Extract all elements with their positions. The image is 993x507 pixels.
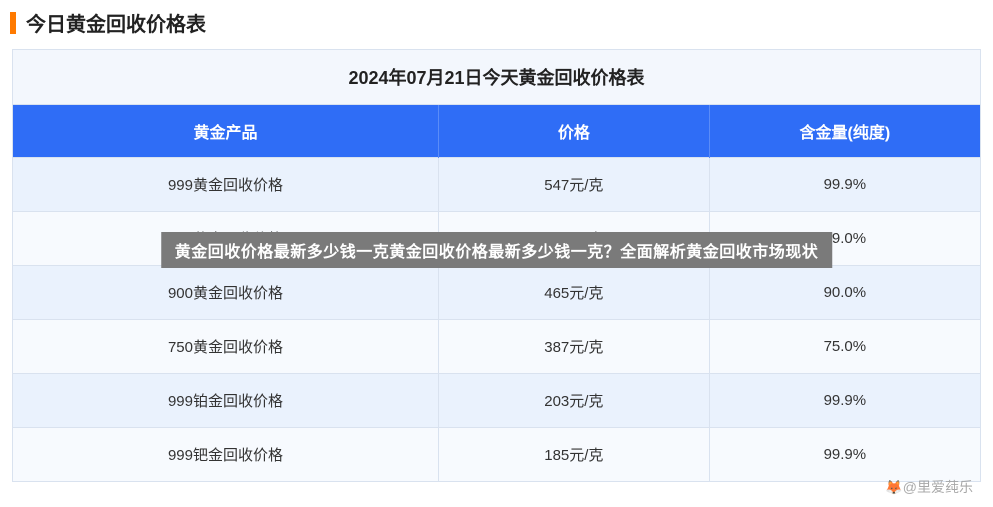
watermark: 🦊@里爱莼乐: [885, 477, 973, 497]
cell-price: 465元/克: [438, 266, 709, 320]
cell-product: 999黄金回收价格: [13, 158, 438, 212]
cell-purity: 90.0%: [709, 266, 980, 320]
cell-purity: 99.9%: [709, 428, 980, 482]
table-row: 999铂金回收价格 203元/克 99.9%: [13, 374, 980, 428]
cell-product: 999铂金回收价格: [13, 374, 438, 428]
cell-purity: 99.9%: [709, 374, 980, 428]
col-header-purity: 含金量(纯度): [709, 105, 980, 158]
price-table: 黄金产品 价格 含金量(纯度) 999黄金回收价格 547元/克 99.9% 9…: [13, 105, 980, 481]
col-header-product: 黄金产品: [13, 105, 438, 158]
page-header: 今日黄金回收价格表: [0, 0, 993, 49]
cell-price: 387元/克: [438, 320, 709, 374]
overlay-banner: 黄金回收价格最新多少钱一克黄金回收价格最新多少钱一克？全面解析黄金回收市场现状: [161, 232, 833, 268]
table-row: 999钯金回收价格 185元/克 99.9%: [13, 428, 980, 482]
accent-bar: [10, 12, 16, 34]
table-body: 999黄金回收价格 547元/克 99.9% 990黄金回收价格 541元/克 …: [13, 158, 980, 482]
cell-price: 203元/克: [438, 374, 709, 428]
table-row: 750黄金回收价格 387元/克 75.0%: [13, 320, 980, 374]
table-caption: 2024年07月21日今天黄金回收价格表: [13, 50, 980, 105]
cell-purity: 99.9%: [709, 158, 980, 212]
page-title: 今日黄金回收价格表: [26, 8, 206, 37]
table-row: 900黄金回收价格 465元/克 90.0%: [13, 266, 980, 320]
col-header-price: 价格: [438, 105, 709, 158]
cell-price: 185元/克: [438, 428, 709, 482]
table-row: 999黄金回收价格 547元/克 99.9%: [13, 158, 980, 212]
cell-product: 999钯金回收价格: [13, 428, 438, 482]
cell-product: 900黄金回收价格: [13, 266, 438, 320]
cell-product: 750黄金回收价格: [13, 320, 438, 374]
table-header-row: 黄金产品 价格 含金量(纯度): [13, 105, 980, 158]
cell-purity: 75.0%: [709, 320, 980, 374]
cell-price: 547元/克: [438, 158, 709, 212]
